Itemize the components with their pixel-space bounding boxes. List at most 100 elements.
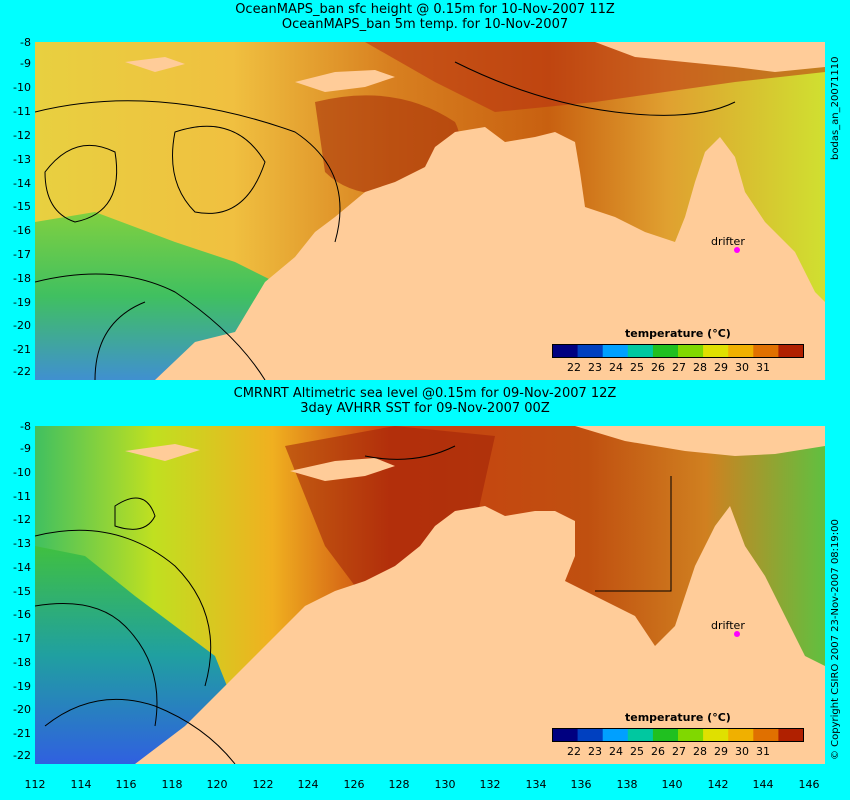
- legend-tick: 29: [714, 745, 728, 758]
- panel2-drifter-label: drifter: [711, 619, 745, 632]
- australia-land: [155, 127, 825, 380]
- panel1-map: [35, 42, 825, 380]
- legend-tick: 31: [756, 745, 770, 758]
- y-tick: -12: [13, 513, 31, 526]
- colorbar-swatch: [652, 344, 679, 358]
- x-tick: 140: [661, 778, 683, 791]
- y-tick: -9: [20, 57, 31, 70]
- colorbar-swatch: [778, 344, 804, 358]
- y-tick: -16: [13, 224, 31, 237]
- x-tick: 126: [343, 778, 365, 791]
- y-tick: -20: [13, 319, 31, 332]
- panel2-title-line1: CMRNRT Altimetric sea level @0.15m for 0…: [233, 386, 617, 401]
- y-tick: -13: [13, 537, 31, 550]
- legend-tick: 22: [567, 745, 581, 758]
- y-tick: -17: [13, 248, 31, 261]
- legend-tick: 24: [609, 745, 623, 758]
- sumba-island: [125, 444, 200, 461]
- x-tick: 134: [525, 778, 547, 791]
- panel2-title-line2: 3day AVHRR SST for 09-Nov-2007 00Z: [300, 401, 550, 416]
- colorbar-swatch: [552, 344, 579, 358]
- y-tick: -20: [13, 703, 31, 716]
- panel2-colorbar: [552, 728, 804, 742]
- y-tick: -9: [20, 442, 31, 455]
- y-tick: -17: [13, 632, 31, 645]
- x-tick: 132: [479, 778, 501, 791]
- x-tick: 146: [798, 778, 820, 791]
- panel1-colorbar: [552, 344, 804, 358]
- y-tick: -18: [13, 656, 31, 669]
- colorbar-swatch: [602, 728, 629, 742]
- panel2-legend-title: temperature (°C): [625, 711, 731, 724]
- y-tick: -19: [13, 680, 31, 693]
- x-tick: 138: [616, 778, 638, 791]
- x-tick: 128: [388, 778, 410, 791]
- ssh-contours: [35, 61, 736, 380]
- x-tick: 124: [297, 778, 319, 791]
- colorbar-swatch: [703, 728, 729, 742]
- colorbar-swatch: [678, 728, 704, 742]
- ssh-contours: [35, 445, 672, 764]
- legend-tick: 23: [588, 361, 602, 374]
- y-tick: -11: [13, 105, 31, 118]
- y-tick: -10: [13, 81, 31, 94]
- new-guinea-land: [595, 42, 825, 72]
- y-tick: -18: [13, 272, 31, 285]
- y-tick: -10: [13, 466, 31, 479]
- legend-tick: 31: [756, 361, 770, 374]
- y-tick: -21: [13, 727, 31, 740]
- colorbar-swatch: [577, 344, 604, 358]
- colorbar-swatch: [753, 728, 779, 742]
- drifter-marker: [734, 631, 740, 637]
- legend-tick: 22: [567, 361, 581, 374]
- y-tick: -21: [13, 343, 31, 356]
- y-tick: -15: [13, 200, 31, 213]
- y-tick: -13: [13, 153, 31, 166]
- colorbar-swatch: [652, 728, 679, 742]
- panel2-map: [35, 426, 825, 764]
- colorbar-swatch: [753, 344, 779, 358]
- legend-tick: 25: [630, 745, 644, 758]
- panel1-title-line2: OceanMAPS_ban 5m temp. for 10-Nov-2007: [281, 17, 569, 32]
- sumba-island: [125, 57, 185, 72]
- colorbar-swatch: [602, 344, 629, 358]
- legend-tick: 27: [672, 745, 686, 758]
- colorbar-swatch: [678, 344, 704, 358]
- y-tick: -8: [20, 36, 31, 49]
- legend-tick: 28: [693, 361, 707, 374]
- new-guinea-land: [575, 426, 825, 456]
- x-tick: 114: [70, 778, 92, 791]
- legend-tick: 25: [630, 361, 644, 374]
- panel1-title-line1: OceanMAPS_ban sfc height @ 0.15m for 10-…: [235, 2, 615, 17]
- drifter-marker: [734, 247, 740, 253]
- colorbar-swatch: [703, 344, 729, 358]
- y-tick: -16: [13, 608, 31, 621]
- y-tick: -19: [13, 296, 31, 309]
- y-tick: -15: [13, 585, 31, 598]
- x-tick: 142: [707, 778, 729, 791]
- australia-land: [135, 506, 825, 764]
- colorbar-swatch: [552, 728, 579, 742]
- colorbar-swatch: [577, 728, 604, 742]
- x-tick: 136: [570, 778, 592, 791]
- legend-tick: 30: [735, 361, 749, 374]
- legend-tick: 24: [609, 361, 623, 374]
- colorbar-swatch: [728, 728, 754, 742]
- colorbar-swatch: [778, 728, 804, 742]
- y-tick: -22: [13, 749, 31, 762]
- x-tick: 130: [434, 778, 456, 791]
- panel1-drifter-label: drifter: [711, 235, 745, 248]
- y-tick: -12: [13, 129, 31, 142]
- x-tick: 118: [161, 778, 183, 791]
- panel2-side-label: © Copyright CSIRO 2007 23-Nov-2007 08:19…: [830, 519, 841, 760]
- timor-island: [290, 458, 395, 481]
- legend-tick: 26: [651, 745, 665, 758]
- x-tick: 120: [206, 778, 228, 791]
- x-tick: 122: [252, 778, 274, 791]
- y-tick: -22: [13, 365, 31, 378]
- timor-island: [295, 70, 395, 92]
- y-tick: -8: [20, 420, 31, 433]
- legend-tick: 27: [672, 361, 686, 374]
- legend-tick: 29: [714, 361, 728, 374]
- colorbar-swatch: [627, 728, 654, 742]
